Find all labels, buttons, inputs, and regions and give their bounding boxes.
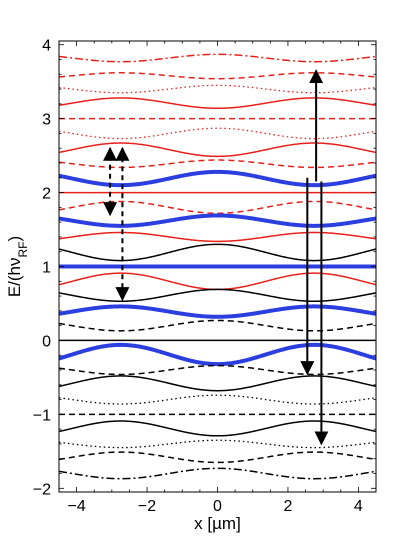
y-axis-label-main: E/(hν xyxy=(5,257,24,297)
y-tick-label: 4 xyxy=(42,38,51,55)
x-tick-label: −2 xyxy=(138,498,156,515)
energy-level-curve-27 xyxy=(58,451,377,464)
energy-level-curve-7 xyxy=(58,159,377,169)
transition-arrows xyxy=(103,69,329,446)
energy-level-curve-18 xyxy=(58,319,377,332)
energy-level-curve-6 xyxy=(58,142,377,158)
x-tick-label: 4 xyxy=(354,498,363,515)
energy-level-curve-11 xyxy=(58,213,377,228)
x-tick-label: 2 xyxy=(283,498,292,515)
y-tick-label: −2 xyxy=(33,481,51,498)
energy-level-curve-12 xyxy=(58,231,377,243)
energy-level-curve-28 xyxy=(58,467,377,480)
energy-level-curve-26 xyxy=(58,439,377,449)
x-tick-label: −4 xyxy=(67,498,85,515)
energy-level-curve-21 xyxy=(58,364,377,376)
x-axis-label: x [µm] xyxy=(194,514,241,533)
energy-level-curve-15 xyxy=(58,272,377,291)
y-tick-label: 0 xyxy=(42,333,51,350)
y-axis-label-sub: RF xyxy=(16,241,30,257)
energy-level-curve-8 xyxy=(58,169,377,188)
energy-level-curve-23 xyxy=(58,394,377,405)
y-tick-label: −1 xyxy=(33,407,51,424)
energy-level-curve-2 xyxy=(58,84,377,94)
y-tick-label: 2 xyxy=(42,186,51,203)
energy-level-curve-20 xyxy=(58,342,377,367)
energy-curves xyxy=(58,53,377,480)
y-axis-label-close: ) xyxy=(5,236,24,242)
y-axis-label: E/(hνRF) xyxy=(5,236,30,297)
energy-level-curve-0 xyxy=(58,53,377,63)
energy-level-curve-13 xyxy=(58,243,377,262)
energy-level-curve-3 xyxy=(58,97,377,110)
x-tick-label: 0 xyxy=(213,498,222,515)
energy-level-curve-22 xyxy=(58,375,377,392)
energy-level-curve-16 xyxy=(58,288,377,302)
y-tick-label: 1 xyxy=(42,260,51,277)
energy-level-curve-5 xyxy=(58,127,377,140)
energy-level-curve-25 xyxy=(58,420,377,437)
energy-level-curve-17 xyxy=(58,304,377,319)
axis-ticks: −4 −2 0 2 4 −2 −1 0 1 2 3 4 xyxy=(33,38,377,515)
energy-level-curve-10 xyxy=(58,200,377,215)
energy-level-curve-1 xyxy=(58,72,377,80)
y-tick-label: 3 xyxy=(42,112,51,129)
